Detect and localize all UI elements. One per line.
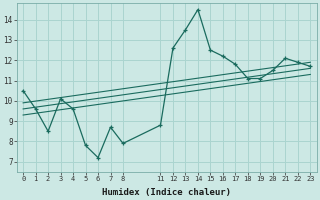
X-axis label: Humidex (Indice chaleur): Humidex (Indice chaleur) bbox=[102, 188, 231, 197]
